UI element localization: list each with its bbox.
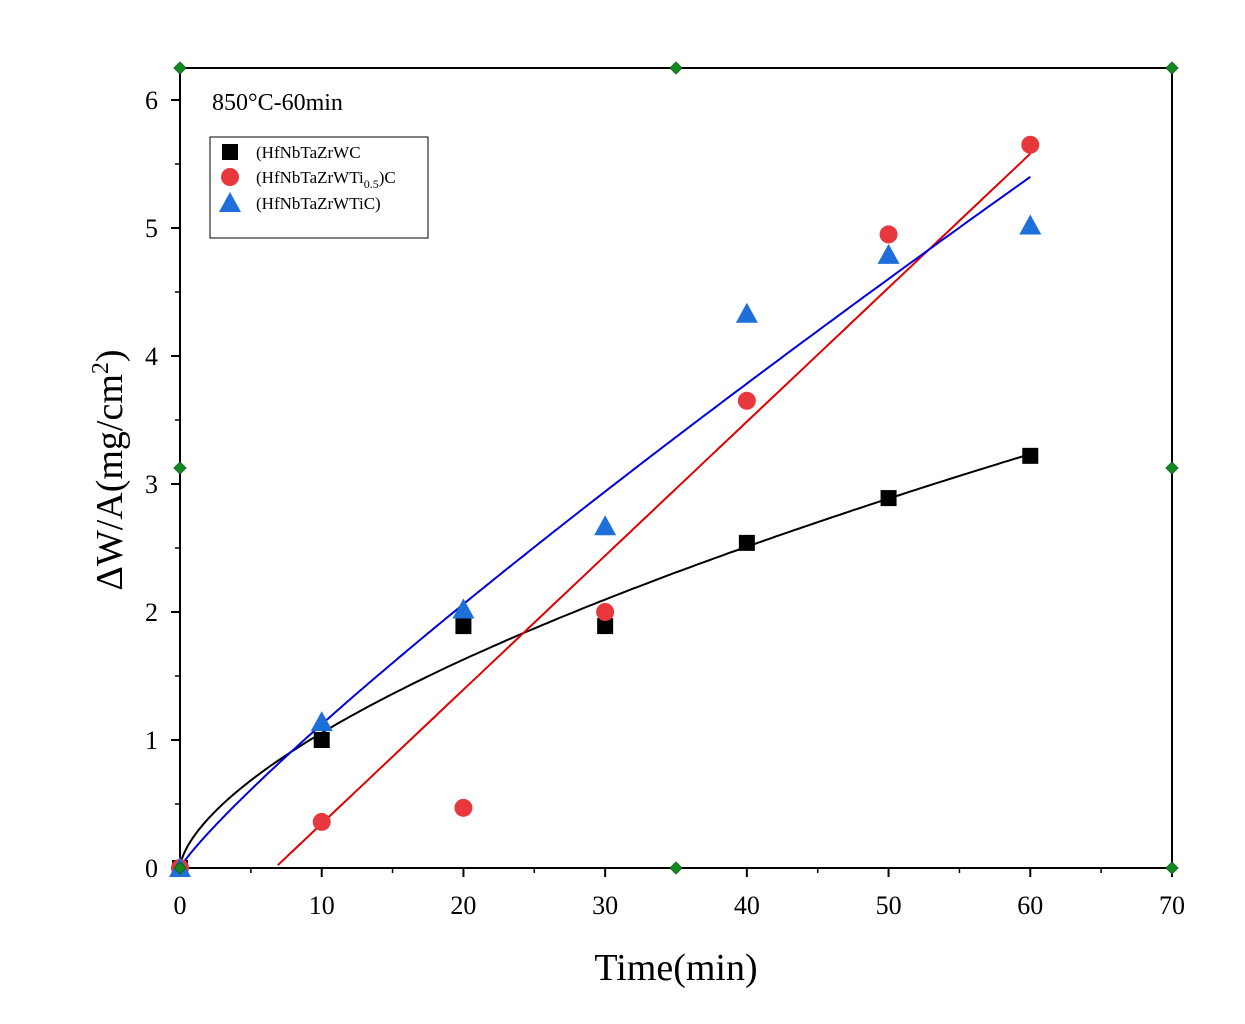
frame-handle[interactable]	[173, 61, 187, 75]
frame-handle[interactable]	[669, 61, 683, 75]
data-point	[735, 302, 758, 323]
x-tick-label: 30	[592, 891, 618, 920]
chart-annotation: 850°C-60min	[212, 90, 343, 116]
x-tick-label: 0	[174, 891, 187, 920]
y-tick-label: 2	[145, 598, 158, 627]
y-axis-title-sup: 2	[88, 362, 114, 374]
data-point	[880, 490, 897, 507]
legend-marker	[219, 192, 241, 212]
data-point	[597, 618, 614, 635]
data-point	[312, 812, 331, 831]
frame-handle[interactable]	[1165, 61, 1179, 75]
data-point	[879, 225, 898, 244]
x-tick-label: 40	[734, 891, 760, 920]
frame-handle[interactable]	[173, 461, 187, 475]
y-tick-label: 6	[145, 86, 158, 115]
frame-handle[interactable]	[1165, 461, 1179, 475]
data-point	[1022, 447, 1039, 464]
legend-label: (HfNbTaZrWTiC)	[256, 194, 381, 213]
x-tick-label: 10	[309, 891, 335, 920]
data-point	[1019, 214, 1042, 235]
data-point	[310, 711, 333, 732]
x-axis-title: Time(min)	[594, 947, 757, 989]
x-tick-label: 20	[450, 891, 476, 920]
legend-label-main: (HfNbTaZrWTiC)	[256, 194, 381, 213]
y-tick-label: 4	[145, 342, 158, 371]
y-axis-title-close: )	[89, 349, 131, 362]
legend-marker	[222, 144, 238, 160]
legend-marker	[221, 168, 239, 186]
y-tick-label: 5	[145, 214, 158, 243]
data-point	[596, 603, 615, 621]
frame-handle[interactable]	[173, 861, 187, 875]
data-point	[454, 798, 473, 817]
data-point	[594, 515, 617, 536]
frame-handle[interactable]	[669, 861, 683, 875]
fit-line	[277, 152, 1031, 866]
data-point	[313, 732, 330, 748]
data-point	[1021, 135, 1040, 154]
data-point	[877, 243, 900, 264]
y-axis-title-main: ΔW/A(mg/cm	[89, 374, 131, 591]
legend-label-main: (HfNbTaZrWC	[256, 143, 361, 162]
legend-label-main: (HfNbTaZrWTi	[256, 168, 364, 187]
frame-handle[interactable]	[1165, 861, 1179, 875]
data-point	[737, 391, 756, 410]
y-tick-label: 3	[145, 470, 158, 499]
fit-line	[179, 453, 1031, 868]
legend-label: (HfNbTaZrWC	[256, 143, 361, 162]
fit-line	[179, 175, 1031, 869]
legend-label: (HfNbTaZrWTi0.5)C	[256, 168, 396, 191]
data-point	[455, 618, 472, 635]
legend-box	[209, 136, 429, 239]
y-tick-label: 0	[145, 854, 158, 883]
x-tick-label: 60	[1017, 891, 1043, 920]
x-tick-label: 70	[1159, 891, 1185, 920]
x-tick-label: 50	[876, 891, 902, 920]
data-point	[452, 598, 475, 619]
data-point	[738, 534, 755, 551]
legend-label-sub: 0.5	[364, 177, 379, 191]
y-axis-title: ΔW/A(mg/cm2)	[88, 349, 131, 590]
legend-label-suffix: )C	[379, 168, 396, 187]
y-tick-label: 1	[145, 726, 158, 755]
